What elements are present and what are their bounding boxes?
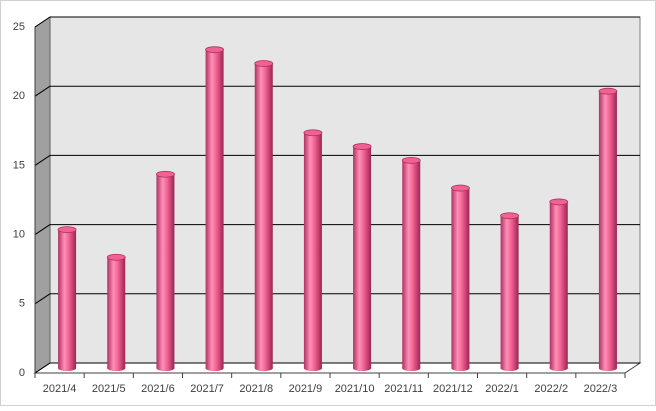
bar-bottom (500, 365, 519, 371)
x-tick-label: 2021/7 (190, 383, 224, 395)
side-grid-line (34, 224, 51, 236)
x-tick-label: 2021/10 (335, 383, 375, 395)
x-tick-label: 2021/5 (92, 383, 126, 395)
bar-bottom (598, 365, 617, 371)
x-tick-label: 2021/8 (239, 383, 273, 395)
x-tick-label: 2021/6 (141, 383, 175, 395)
y-tick-label: 0 (19, 367, 25, 379)
bar-bottom (303, 365, 322, 371)
bar (254, 63, 273, 369)
floor (33, 362, 642, 374)
bar-bottom (451, 365, 470, 371)
bar-top (254, 60, 274, 67)
side-wall (34, 16, 51, 374)
bar-bottom (107, 365, 126, 371)
bar (353, 146, 372, 368)
x-tick-label: 2021/11 (384, 383, 423, 395)
bar-bottom (254, 365, 273, 371)
bar-top (205, 46, 224, 54)
side-grid-line (34, 85, 51, 97)
bar-top (57, 226, 77, 234)
bar-top (156, 170, 175, 178)
bar-top (500, 212, 519, 220)
bar (156, 174, 175, 368)
side-grid-line (34, 16, 51, 28)
y-tick-label: 25 (13, 21, 25, 33)
bar-top (106, 253, 126, 261)
bar (58, 229, 77, 368)
bar (303, 132, 322, 368)
x-tick-label: 2022/1 (485, 383, 519, 395)
bar (598, 91, 617, 368)
bar (500, 215, 519, 368)
bar-top (303, 129, 323, 137)
y-tick-label: 10 (13, 229, 25, 241)
side-grid-line (34, 362, 51, 374)
x-tick-label: 2021/12 (433, 383, 473, 395)
x-tick-label: 2022/3 (584, 383, 618, 395)
y-tick-label: 5 (19, 298, 25, 310)
x-tick-label: 2021/9 (289, 383, 323, 395)
y-tick-label: 20 (13, 90, 25, 102)
bar-top (598, 87, 618, 95)
bar (402, 160, 421, 368)
x-tick-label: 2021/4 (43, 383, 77, 395)
bar-top (401, 156, 421, 164)
bar (549, 201, 568, 368)
bar-bottom (156, 365, 175, 371)
bar-bottom (353, 365, 372, 371)
bar-bottom (58, 365, 77, 371)
bar (205, 49, 224, 369)
bar-top (549, 198, 569, 206)
y-tick-label: 15 (13, 159, 25, 171)
bar-bottom (549, 365, 568, 371)
side-grid-line (34, 154, 51, 166)
bar-top (352, 143, 372, 150)
bar-bottom (402, 365, 421, 371)
bar (107, 257, 126, 368)
bar (451, 188, 470, 368)
bar-bottom (205, 365, 224, 371)
bar-top (451, 184, 470, 192)
side-grid-line (34, 293, 51, 305)
x-tick-label: 2022/2 (534, 383, 568, 395)
